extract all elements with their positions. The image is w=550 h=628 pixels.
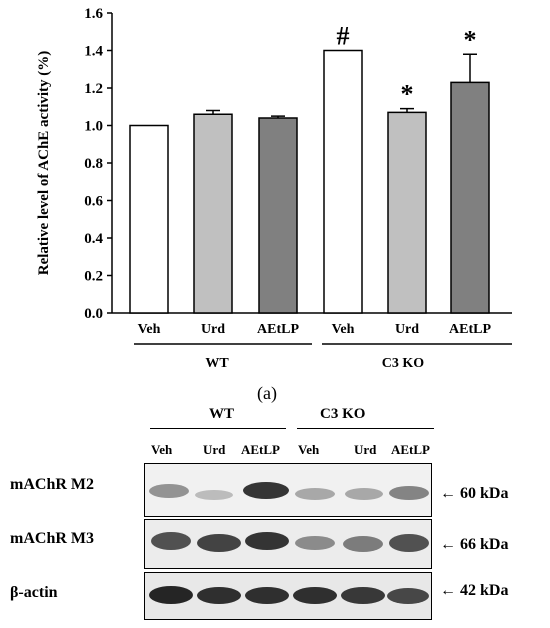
wb-label-m3: mAChR M3 xyxy=(10,530,94,547)
wb-lane-veh-c3ko: Veh xyxy=(298,442,320,457)
y-axis-label: Relative level of AChE activity (%) xyxy=(36,51,52,276)
wb-size-actin: ← 42 kDa xyxy=(440,582,509,599)
wb-size-m2: ← 60 kDa xyxy=(440,485,509,502)
wb-group-wt: WT xyxy=(209,406,235,422)
wb-lane-veh-wt: Veh xyxy=(151,442,173,457)
wb-band xyxy=(343,536,383,552)
wb-band xyxy=(245,587,289,604)
y-tick-label: 1.6 xyxy=(84,6,103,22)
wb-blot-m3 xyxy=(144,519,432,569)
x-tick-label: Veh xyxy=(138,322,161,337)
y-tick-label: 0.8 xyxy=(84,156,103,172)
wb-band xyxy=(197,534,241,552)
significance-mark: * xyxy=(401,80,414,109)
bar xyxy=(323,49,363,314)
significance-mark: # xyxy=(337,22,350,51)
y-tick-label: 0.4 xyxy=(84,231,103,247)
y-tick-label: 1.4 xyxy=(84,44,103,60)
wb-band xyxy=(149,586,193,604)
wb-band xyxy=(197,587,241,604)
panel-label: (a) xyxy=(257,383,277,403)
bar xyxy=(258,117,298,314)
group-label: WT xyxy=(205,356,229,371)
wb-group-c3ko: C3 KO xyxy=(320,406,366,422)
group-label: C3 KO xyxy=(382,356,425,371)
wb-size-m3: ← 66 kDa xyxy=(440,536,509,553)
wb-band xyxy=(293,587,337,604)
x-tick-label: AEtLP xyxy=(449,322,491,337)
wb-label-actin: β-actin xyxy=(10,584,58,601)
wb-band xyxy=(243,482,289,499)
wb-band xyxy=(345,488,383,500)
wb-label-m2: mAChR M2 xyxy=(10,476,94,493)
chart-axes: 0.0 0.2 0.4 0.6 0.8 1.0 1.2 1.4 1.6 Relative leve… xyxy=(36,6,512,322)
wb-band xyxy=(195,490,233,500)
y-tick-label: 0.6 xyxy=(84,194,103,210)
wb-band xyxy=(341,587,385,604)
wb-band xyxy=(295,536,335,550)
significance-mark: * xyxy=(464,25,477,54)
wb-lane-aetlp-c3ko: AEtLP xyxy=(391,442,430,457)
x-tick-label: Urd xyxy=(395,322,419,337)
wb-lane-aetlp-wt: AEtLP xyxy=(241,442,280,457)
wb-band xyxy=(389,534,429,552)
chart-labels: Veh Urd AEtLP # Veh * Urd * AEtLP WT C3 KO xyxy=(134,22,512,371)
wb-band xyxy=(295,488,335,500)
bar xyxy=(129,124,169,314)
wb-group-c3ko-rule xyxy=(297,428,434,429)
wb-group-wt-rule xyxy=(150,428,286,429)
bar-chart: 0.0 0.2 0.4 0.6 0.8 1.0 1.2 1.4 1.6 Relative leve… xyxy=(36,6,512,371)
y-tick-label: 1.0 xyxy=(84,119,103,135)
wb-band xyxy=(387,588,429,604)
wb-blot-actin xyxy=(144,572,432,620)
x-tick-label: Urd xyxy=(201,322,225,337)
bar xyxy=(387,111,427,314)
bar xyxy=(450,81,490,314)
y-tick-label: 0.0 xyxy=(84,306,103,322)
y-tick-label: 1.2 xyxy=(84,81,103,97)
x-tick-label: AEtLP xyxy=(257,322,299,337)
wb-band xyxy=(151,532,191,550)
x-tick-label: Veh xyxy=(332,322,355,337)
y-tick-label: 0.2 xyxy=(84,269,103,285)
wb-blot-m2 xyxy=(144,463,432,517)
bar xyxy=(193,113,233,314)
wb-lane-urd-wt: Urd xyxy=(203,442,226,457)
wb-band xyxy=(245,532,289,550)
wb-lane-urd-c3ko: Urd xyxy=(354,442,377,457)
wb-band xyxy=(149,484,189,498)
wb-band xyxy=(389,486,429,500)
chart-bars xyxy=(129,49,490,314)
